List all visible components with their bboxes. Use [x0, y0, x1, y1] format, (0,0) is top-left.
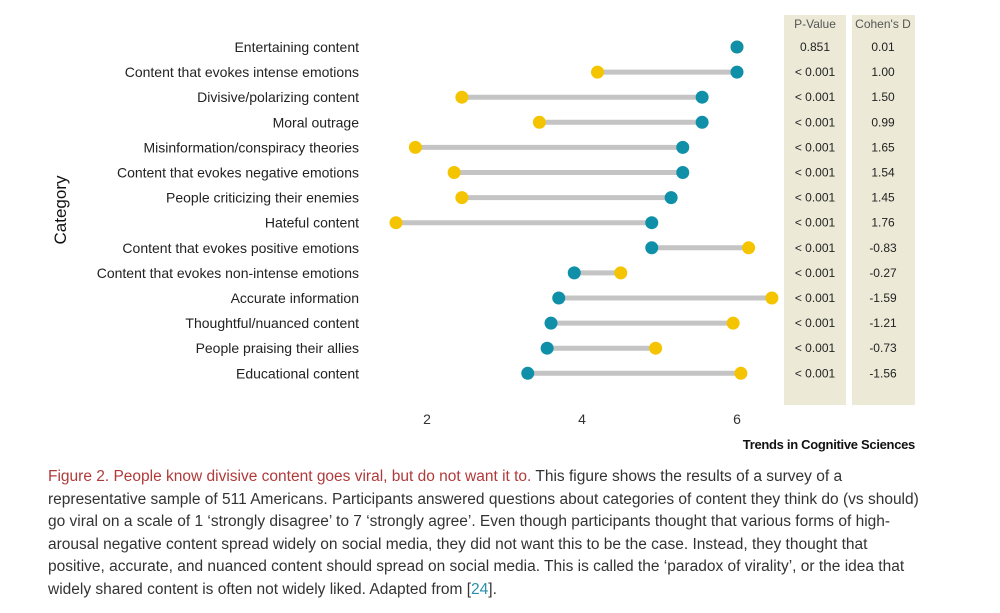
cohens-d-header: Cohen's D	[855, 17, 911, 31]
cohens-d-cell: -1.21	[869, 316, 897, 330]
do-value-point	[567, 266, 581, 280]
category-label: Entertaining content	[234, 39, 359, 55]
should-value-point	[455, 90, 469, 104]
p-value-cell: < 0.001	[795, 291, 836, 305]
journal-name: Trends in Cognitive Sciences	[743, 437, 915, 452]
category-label: Content that evokes negative emotions	[117, 165, 359, 181]
caption-reference-link[interactable]: 24	[471, 580, 489, 598]
should-value-point	[389, 216, 403, 230]
cohens-d-cell: 1.45	[871, 191, 895, 205]
category-label: Content that evokes non-intense emotions	[97, 265, 359, 281]
do-value-point	[676, 166, 690, 179]
should-value-point	[734, 366, 748, 380]
do-value-point	[544, 316, 558, 330]
p-value-cell: < 0.001	[795, 241, 836, 255]
p-value-cell: < 0.001	[795, 140, 836, 154]
p-value-cell: < 0.001	[795, 216, 836, 230]
cohens-d-cell: 0.99	[871, 115, 895, 129]
caption-end: ].	[488, 580, 497, 598]
p-value-cell: < 0.001	[795, 266, 836, 280]
figure-caption: Figure 2. People know divisive content g…	[48, 466, 928, 601]
cohens-d-column-bg	[852, 15, 915, 405]
x-tick-label: 2	[423, 411, 431, 427]
category-label: People criticizing their enemies	[166, 190, 359, 206]
should-value-point	[532, 115, 546, 129]
caption-title: Figure 2. People know divisive content g…	[48, 468, 532, 485]
cohens-d-cell: -0.27	[869, 266, 897, 280]
stats-table: P-Value Cohen's D 0.851 0.01 < 0.001 1.00 < 0.…	[794, 17, 911, 380]
caption-body: This figure shows the results of a surve…	[48, 468, 919, 598]
should-value-point	[408, 140, 422, 154]
p-value-cell: 0.851	[800, 40, 830, 54]
p-value-column-bg	[784, 15, 846, 405]
x-tick-label: 6	[733, 411, 741, 427]
p-value-cell: < 0.001	[795, 316, 836, 330]
cohens-d-cell: -0.83	[869, 241, 897, 255]
category-label: Misinformation/conspiracy theories	[143, 139, 359, 155]
category-label: Content that evokes intense emotions	[125, 64, 359, 80]
should-value-point	[765, 291, 779, 305]
do-value-point	[552, 291, 566, 305]
p-value-cell: < 0.001	[795, 191, 836, 205]
should-value-point	[726, 316, 740, 330]
category-label: Accurate information	[231, 290, 359, 306]
do-value-point	[730, 40, 744, 54]
should-value-point	[591, 65, 604, 79]
do-value-point	[645, 241, 659, 255]
category-label: Hateful content	[265, 215, 359, 231]
do-value-point	[521, 366, 535, 380]
should-value-point	[742, 241, 756, 255]
p-value-cell: < 0.001	[795, 90, 836, 104]
do-value-point	[540, 341, 554, 355]
should-value-point	[649, 341, 663, 355]
should-value-point	[447, 166, 461, 179]
category-label: Thoughtful/nuanced content	[185, 315, 359, 331]
do-value-point	[664, 191, 678, 205]
cohens-d-cell: -1.56	[869, 366, 897, 380]
cohens-d-cell: 0.01	[871, 40, 895, 54]
cohens-d-cell: 1.00	[871, 65, 895, 79]
category-label: Divisive/polarizing content	[197, 89, 359, 105]
x-axis-ticks: 2 4 6	[423, 411, 741, 427]
category-label: People praising their allies	[196, 340, 359, 356]
p-value-cell: < 0.001	[795, 166, 836, 180]
dumbbell-chart: Category Entertaining content Content tha…	[51, 15, 915, 452]
stats-table-background	[784, 15, 915, 405]
should-value-point	[614, 266, 628, 280]
do-value-point	[676, 140, 690, 154]
do-value-point	[645, 216, 659, 230]
cohens-d-cell: -0.73	[869, 341, 897, 355]
x-tick-label: 4	[578, 411, 586, 427]
cohens-d-cell: 1.65	[871, 140, 895, 154]
category-label: Moral outrage	[273, 114, 360, 130]
should-value-point	[455, 191, 469, 205]
chart-rows: Entertaining content Content that evokes …	[97, 39, 779, 381]
cohens-d-cell: 1.54	[871, 166, 895, 180]
p-value-cell: < 0.001	[795, 366, 836, 380]
do-value-point	[695, 115, 709, 129]
do-value-point	[730, 65, 744, 79]
p-value-cell: < 0.001	[795, 65, 836, 79]
category-label: Educational content	[236, 365, 359, 381]
y-axis-label: Category	[51, 175, 70, 244]
cohens-d-cell: 1.50	[871, 90, 895, 104]
do-value-point	[695, 90, 709, 104]
cohens-d-cell: 1.76	[871, 216, 895, 230]
category-label: Content that evokes positive emotions	[122, 240, 359, 256]
cohens-d-cell: -1.59	[869, 291, 897, 305]
p-value-cell: < 0.001	[795, 115, 836, 129]
p-value-cell: < 0.001	[795, 341, 836, 355]
p-value-header: P-Value	[794, 17, 836, 31]
